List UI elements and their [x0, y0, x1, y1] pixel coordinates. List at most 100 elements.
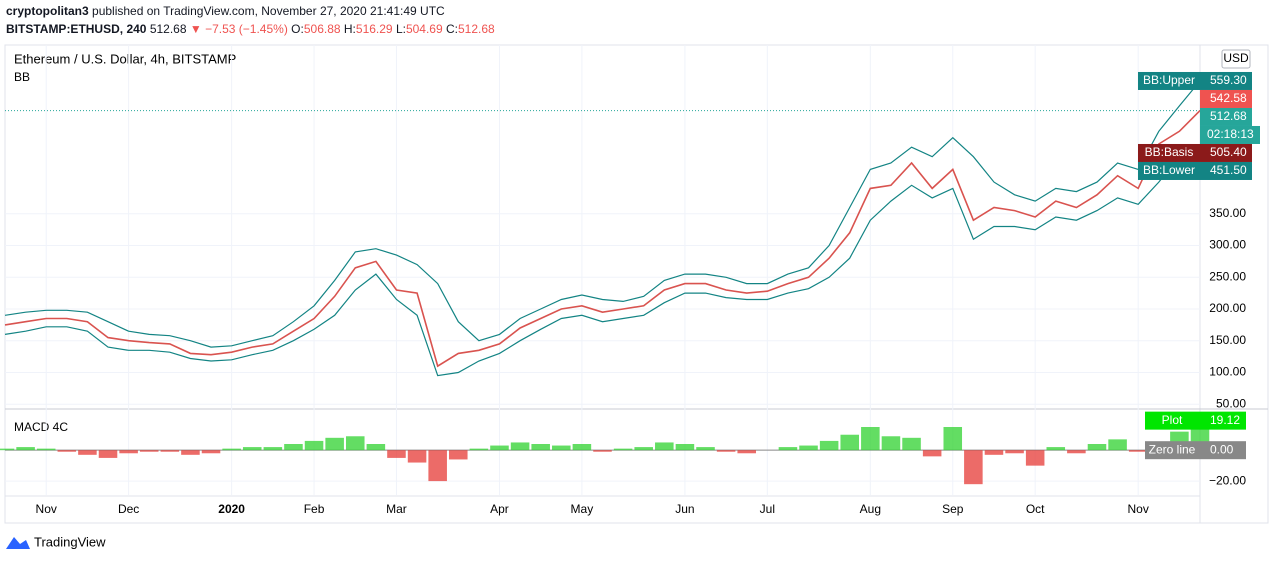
currency-box	[1221, 49, 1251, 69]
l: 504.69	[405, 22, 443, 36]
macd-bar	[1005, 450, 1024, 454]
x-tick-label: Aug	[860, 502, 881, 516]
macd-title: MACD 4C	[14, 420, 68, 434]
x-tick-label: Nov	[1128, 502, 1149, 516]
macd-bar	[696, 447, 715, 451]
macd-label-text: 19.12	[1210, 413, 1240, 427]
macd-bar	[964, 450, 983, 485]
macd-bar	[98, 450, 118, 458]
macd-bar	[181, 450, 200, 455]
price-label-text: 505.40	[1210, 145, 1247, 159]
macd-bar	[552, 445, 571, 451]
macd-bar	[819, 440, 839, 451]
macd-bar	[284, 444, 303, 451]
macd-bar	[799, 445, 818, 451]
price-label	[1200, 107, 1252, 126]
macd-bar	[861, 427, 880, 451]
y-tick-label: 200.00	[1209, 301, 1246, 315]
c-label: C:	[446, 22, 458, 36]
y-tick-label: 350.00	[1209, 206, 1246, 220]
x-tick-label: Apr	[490, 502, 509, 516]
y-tick-label: 300.00	[1209, 238, 1246, 252]
frame	[4, 44, 1269, 524]
y-tick-label: −20.00	[1209, 473, 1246, 487]
x-tick-label: Mar	[386, 502, 407, 516]
series-line	[4, 80, 1201, 348]
symbol: BITSTAMP:ETHUSD, 240	[6, 22, 147, 36]
macd-bar	[304, 440, 324, 451]
x-tick-label: Jun	[675, 502, 694, 516]
label-name-box	[1138, 71, 1200, 90]
macd-bar	[325, 437, 344, 451]
macd-bar	[242, 447, 262, 451]
x-tick-label: Nov	[36, 502, 57, 516]
price-label	[1200, 89, 1252, 108]
macd-bar	[490, 445, 509, 451]
price-label	[1200, 161, 1252, 180]
brand-logo	[6, 537, 30, 549]
macd-label-text: 0.00	[1210, 442, 1234, 456]
symbol-line: BITSTAMP:ETHUSD, 240 512.68 ▼ −7.53 (−1.…	[6, 22, 495, 36]
macd-bar	[922, 450, 942, 457]
macd-bar	[160, 450, 180, 452]
macd-bar	[1046, 447, 1066, 451]
macd-bar	[387, 450, 406, 458]
macd-bar	[428, 450, 447, 482]
h: 516.29	[355, 22, 393, 36]
x-tick-label: 2020	[218, 502, 245, 516]
countdown-box	[1200, 125, 1260, 144]
macd-bar	[16, 447, 35, 451]
x-tick-label: Oct	[1026, 502, 1045, 516]
last: 512.68	[149, 22, 187, 36]
macd-label-name: Zero line	[1149, 442, 1196, 456]
macd-bar	[902, 437, 921, 451]
macd-bar	[1108, 439, 1127, 451]
macd-label	[1200, 411, 1246, 430]
y-tick-label: 150.00	[1209, 333, 1246, 347]
indicator: BB	[14, 70, 30, 84]
macd-bar	[593, 450, 612, 452]
macd-bar	[881, 436, 901, 451]
change: −7.53 (−1.45%)	[205, 22, 288, 36]
x-tick-label: Sep	[942, 502, 964, 516]
macd-bar	[263, 447, 283, 451]
macd-bar	[222, 448, 241, 451]
price-label-text: 451.50	[1210, 163, 1247, 177]
l-label: L:	[395, 22, 406, 36]
price-label-text: 542.58	[1210, 91, 1247, 105]
macd-bar	[1025, 450, 1045, 466]
h-label: H:	[343, 22, 356, 36]
y-tick-label: 100.00	[1209, 365, 1246, 379]
o-label: O:	[291, 22, 304, 36]
macd-bar	[0, 448, 15, 451]
arrow: ▼	[189, 22, 202, 36]
macd-bar	[201, 450, 221, 454]
published: published on TradingView.com, November 2…	[92, 4, 445, 18]
price-label	[1200, 143, 1252, 162]
macd-bar	[716, 450, 736, 452]
macd-bar	[36, 448, 56, 451]
macd-bar	[1087, 444, 1107, 451]
macd-bar	[778, 447, 798, 451]
macd-bar	[510, 442, 530, 451]
label-name: BB:Upper	[1143, 73, 1195, 87]
x-tick-label: Jul	[760, 502, 775, 516]
o: 506.88	[303, 22, 341, 36]
macd-bar	[407, 450, 427, 463]
y-tick-label: 250.00	[1209, 269, 1246, 283]
macd-label-name: Plot	[1162, 413, 1183, 427]
macd-bar	[1128, 450, 1148, 452]
price-label-text: 512.68	[1210, 109, 1247, 123]
macd-bar	[943, 427, 963, 451]
macd-bar	[57, 450, 77, 452]
label-name: BB:Basis	[1145, 145, 1194, 159]
macd-bar	[572, 444, 592, 451]
label-name-box	[1138, 143, 1200, 162]
series-line	[4, 110, 1201, 368]
x-tick-label: Dec	[118, 502, 139, 516]
label-name-box	[1138, 161, 1200, 180]
macd-bar	[655, 442, 674, 451]
author: cryptopolitan3	[6, 4, 89, 18]
x-tick-label: May	[571, 502, 594, 516]
